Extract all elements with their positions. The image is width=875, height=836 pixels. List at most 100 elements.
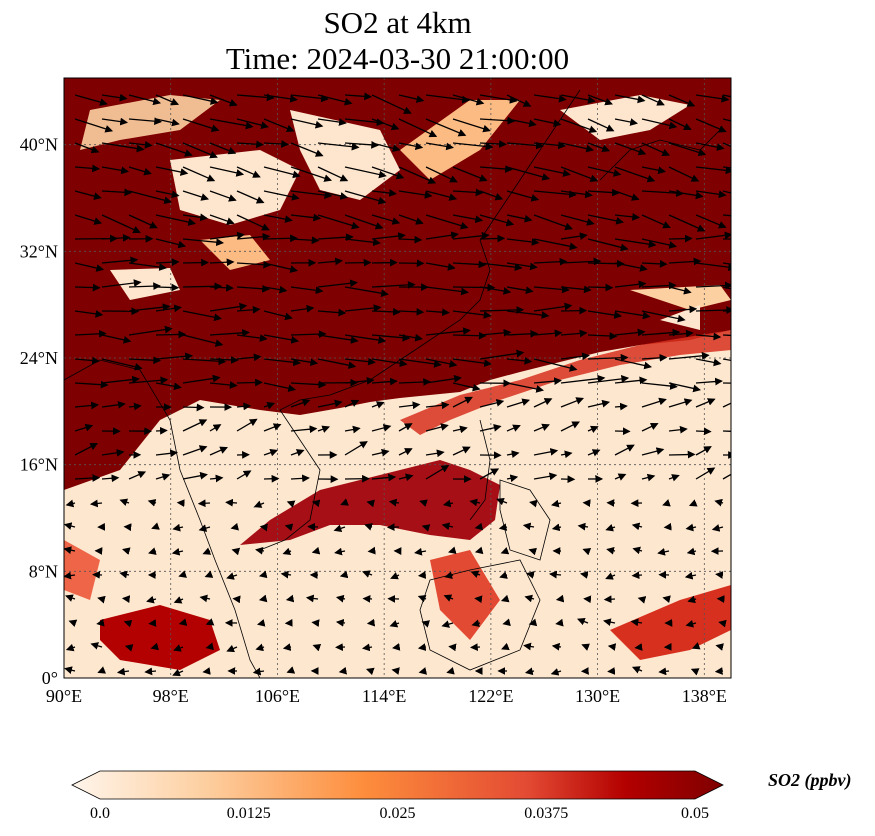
wind-arrow bbox=[695, 332, 722, 341]
wind-arrow bbox=[317, 279, 358, 288]
wind-arrow bbox=[74, 474, 101, 482]
wind-arrow bbox=[506, 382, 545, 393]
wind-arrow bbox=[182, 403, 205, 412]
wind-arrow bbox=[209, 474, 224, 483]
wind-arrow bbox=[533, 448, 559, 456]
wind-arrow bbox=[634, 643, 643, 651]
wind-arrow bbox=[425, 214, 469, 230]
wind-arrow bbox=[715, 571, 724, 579]
wind-arrow bbox=[414, 547, 427, 556]
wind-arrow bbox=[290, 330, 327, 339]
wind-arrow bbox=[263, 214, 293, 223]
wind-arrow bbox=[335, 618, 346, 627]
wind-arrow bbox=[236, 334, 268, 342]
wind-arrow bbox=[236, 166, 261, 178]
wind-arrow bbox=[506, 262, 538, 271]
wind-arrow bbox=[576, 617, 589, 626]
wind-arrow bbox=[101, 334, 132, 344]
wind-arrow bbox=[668, 214, 706, 232]
wind-arrow bbox=[317, 308, 347, 317]
wind-arrow bbox=[263, 334, 300, 344]
wind-arrow bbox=[209, 356, 239, 364]
y-tick-label: 0° bbox=[42, 668, 58, 688]
wind-arrow bbox=[236, 378, 263, 387]
wind-arrow bbox=[344, 334, 387, 344]
wind-arrow bbox=[452, 188, 484, 197]
wind-arrow bbox=[338, 666, 348, 675]
wind-arrow bbox=[263, 118, 295, 133]
clean-patch bbox=[170, 150, 300, 225]
wind-arrow bbox=[74, 423, 94, 432]
wind-arrow bbox=[469, 498, 481, 507]
wind-arrow bbox=[722, 358, 731, 362]
wind-arrow bbox=[89, 499, 103, 508]
wind-arrow bbox=[199, 594, 211, 603]
wind-arrow bbox=[398, 94, 425, 103]
wind-arrow bbox=[371, 232, 406, 240]
wind-arrow bbox=[209, 214, 235, 225]
wind-arrow bbox=[722, 94, 731, 98]
wind-arrow bbox=[533, 94, 567, 103]
wind-arrow bbox=[263, 262, 299, 273]
wind-arrow bbox=[641, 189, 684, 197]
wind-arrow bbox=[614, 212, 641, 221]
wind-arrow bbox=[533, 302, 573, 312]
wind-arrow bbox=[722, 190, 731, 194]
wind-arrow bbox=[290, 236, 320, 245]
wind-arrow bbox=[722, 334, 731, 337]
wind-arrow bbox=[695, 398, 716, 408]
wind-arrow bbox=[550, 668, 562, 676]
wind-arrow bbox=[560, 421, 580, 432]
wind-arrow bbox=[344, 399, 360, 408]
wind-arrow bbox=[502, 618, 511, 627]
wind-arrow bbox=[371, 166, 405, 180]
wind-arrow bbox=[587, 399, 610, 408]
wind-arrow bbox=[128, 303, 171, 312]
wind-arrow bbox=[128, 325, 173, 336]
wind-arrow bbox=[155, 352, 194, 361]
wind-arrow bbox=[333, 524, 346, 533]
wind-arrow bbox=[128, 117, 163, 126]
wind-arrow bbox=[101, 279, 142, 288]
wind-arrow bbox=[690, 668, 700, 676]
wind-arrow bbox=[657, 548, 670, 556]
wind-arrow bbox=[209, 231, 245, 240]
wind-arrow bbox=[286, 666, 296, 674]
wind-arrow bbox=[128, 471, 147, 480]
wind-arrow bbox=[668, 382, 701, 393]
colorbar-tick-label: 0.0 bbox=[90, 805, 110, 822]
wind-arrow bbox=[392, 643, 401, 651]
wind-arrow bbox=[173, 596, 184, 604]
wind-arrow bbox=[74, 283, 101, 292]
wind-arrow bbox=[101, 234, 131, 242]
wind-arrow bbox=[614, 358, 653, 370]
wind-arrow bbox=[317, 399, 343, 408]
wind-arrow bbox=[587, 375, 630, 384]
wind-arrow bbox=[479, 165, 513, 173]
wind-arrow bbox=[96, 618, 105, 627]
wind-arrow bbox=[204, 570, 214, 578]
wind-arrow bbox=[695, 358, 722, 367]
wind-arrow bbox=[614, 444, 635, 456]
wind-arrow bbox=[311, 546, 321, 555]
wind-arrow bbox=[371, 424, 392, 432]
wind-arrow bbox=[533, 329, 563, 338]
wind-arrow bbox=[256, 619, 266, 627]
wind-arrow bbox=[155, 238, 187, 249]
wind-arrow bbox=[236, 470, 252, 480]
wind-arrow bbox=[479, 116, 516, 125]
wind-arrow bbox=[155, 94, 180, 106]
wind-arrow bbox=[290, 213, 322, 222]
wind-arrow bbox=[182, 282, 223, 291]
wind-arrow bbox=[65, 594, 76, 602]
wind-arrow bbox=[641, 118, 678, 130]
wind-arrow bbox=[506, 166, 551, 181]
wind-arrow bbox=[344, 166, 387, 179]
wind-arrow bbox=[533, 472, 558, 481]
wind-arrow bbox=[452, 142, 494, 151]
wind-arrow bbox=[290, 190, 333, 199]
wind-arrow bbox=[236, 118, 269, 129]
wind-arrow bbox=[280, 570, 292, 579]
wind-arrow bbox=[668, 398, 693, 408]
wind-arrow bbox=[290, 449, 305, 457]
